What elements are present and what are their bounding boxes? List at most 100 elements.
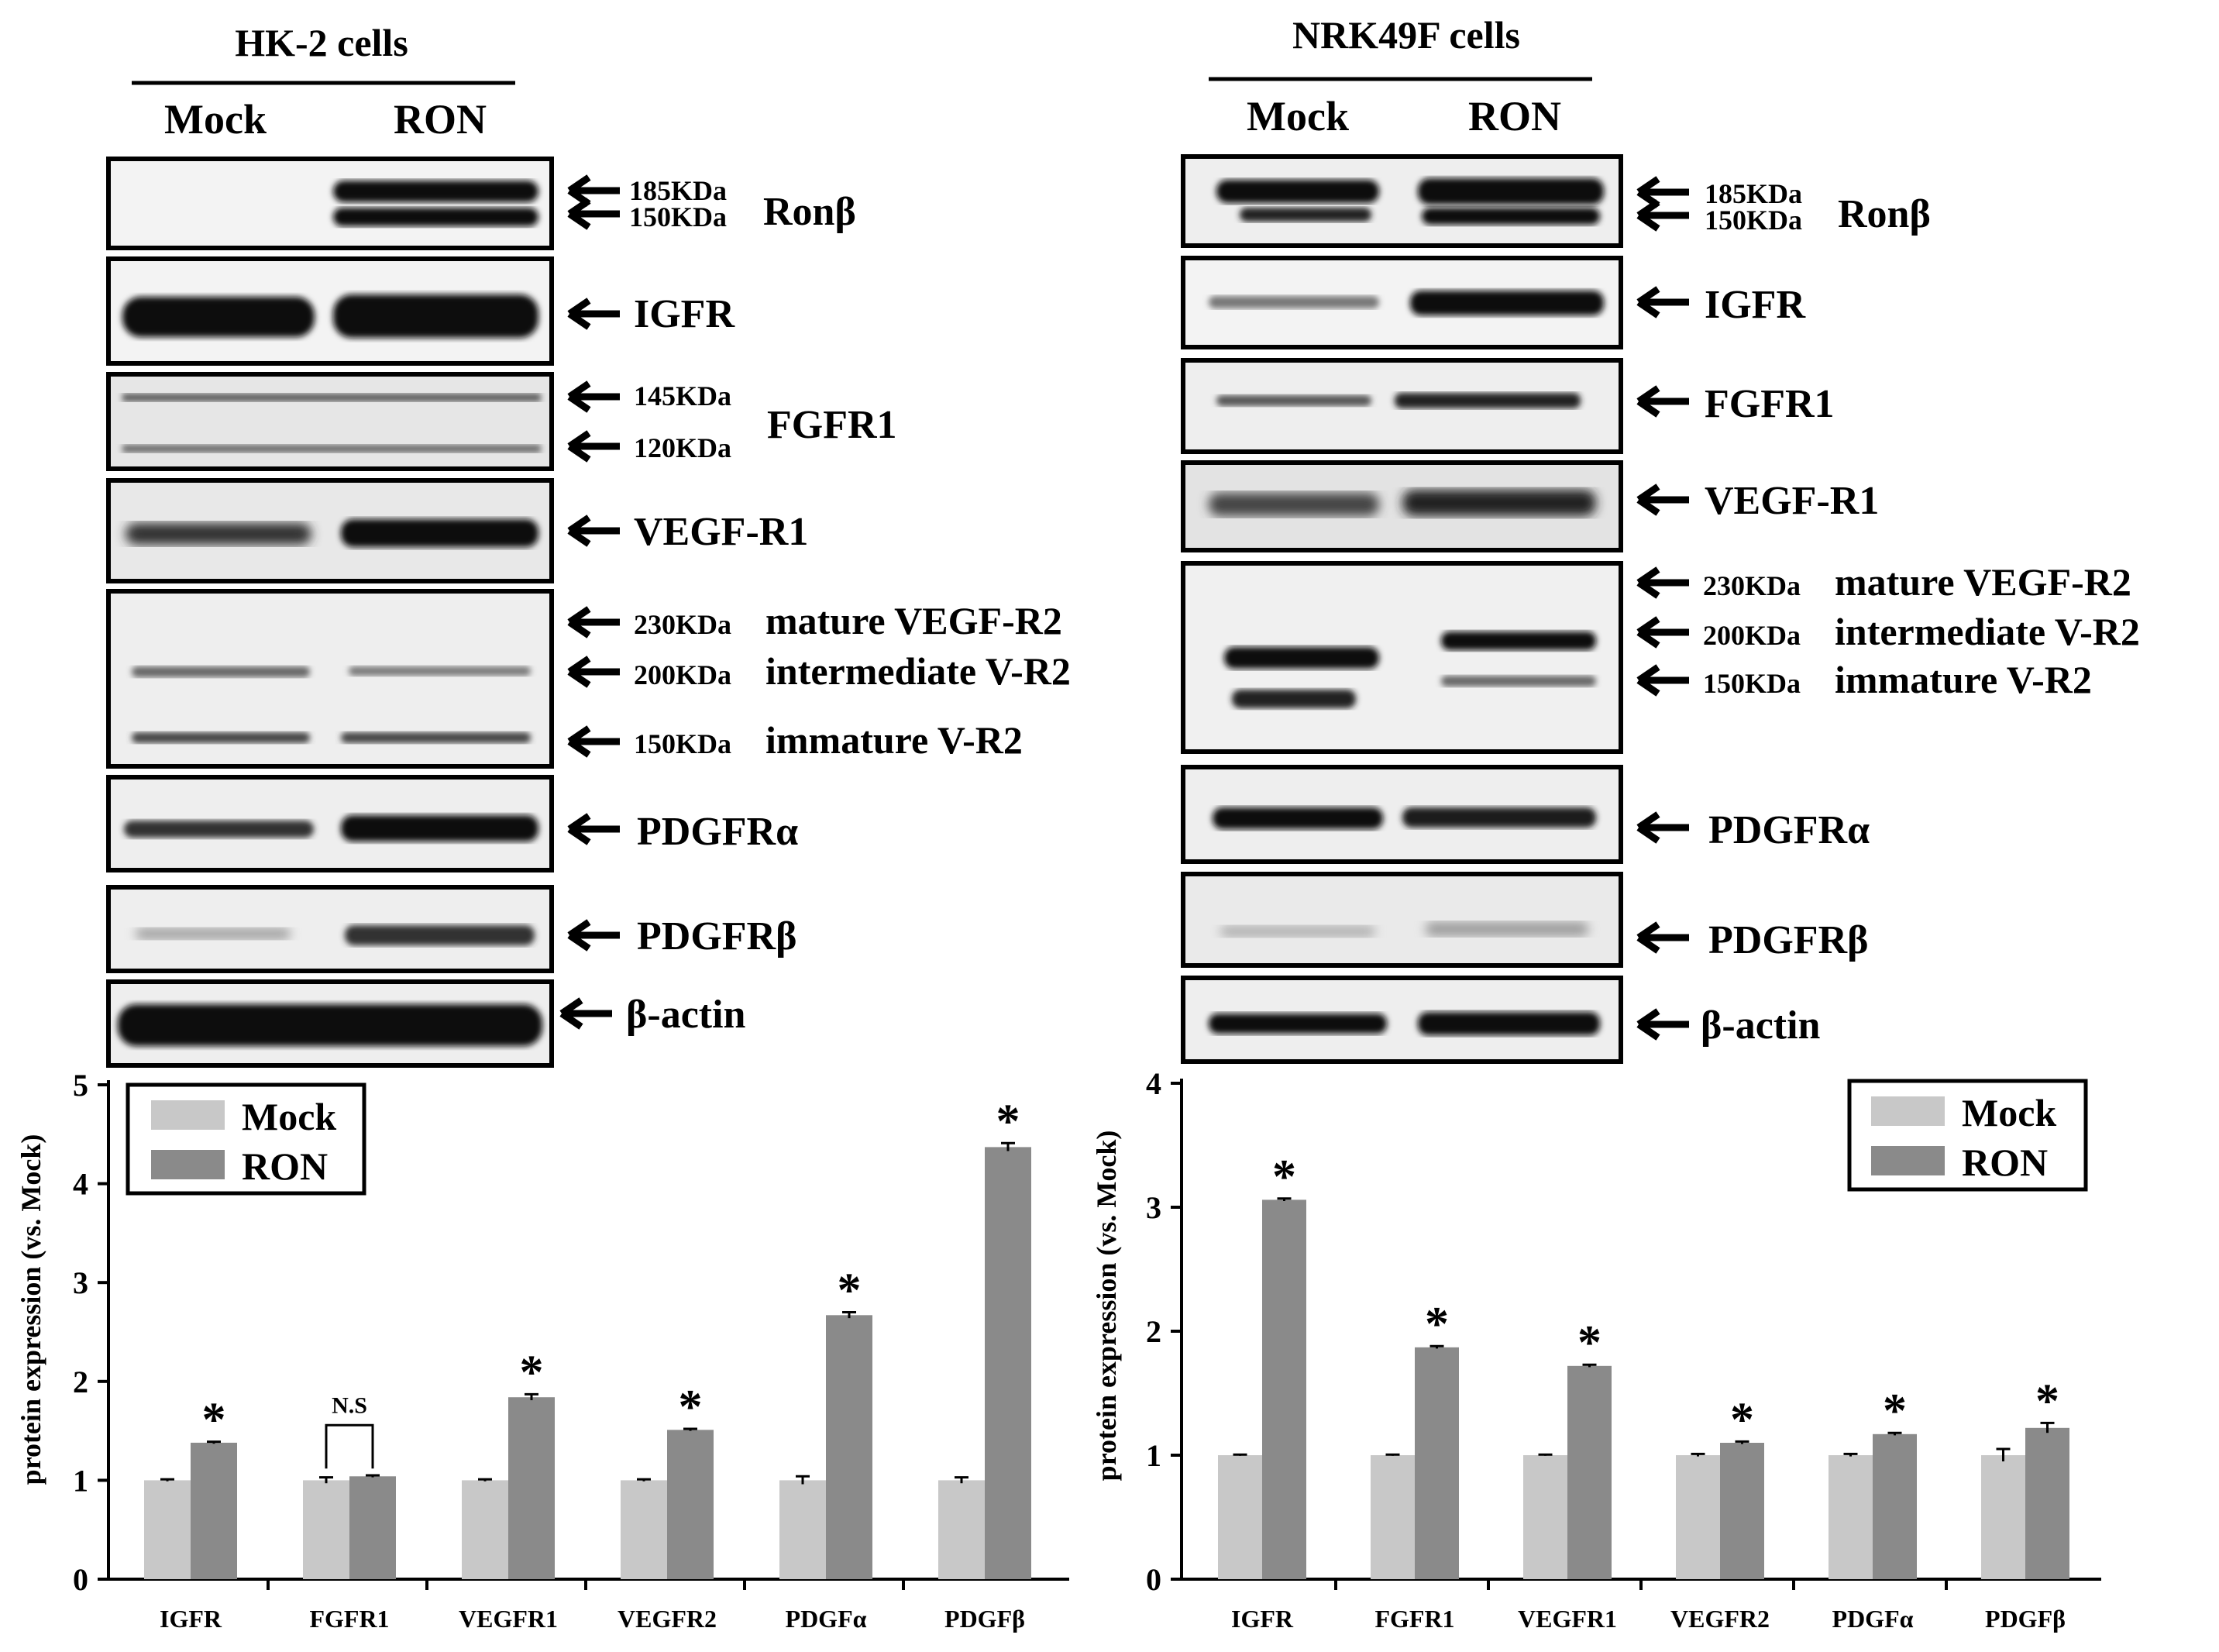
arrow-ronb-a-150 (567, 198, 620, 230)
blot-ronb-a (106, 157, 554, 250)
blot-ronb-b-kda-2: 150KDa (1705, 205, 1802, 236)
blot-actin-a-protein: β-actin (626, 993, 746, 1037)
blot-pdgfrb-b (1181, 872, 1623, 968)
blot-actin-a (106, 979, 554, 1068)
arrow-ronb-b-185 (1636, 176, 1689, 208)
blot-vegfr2-a-kda-1: 230KDa (634, 609, 731, 640)
chart-b-ytick-label-0: 0 (1146, 1562, 1161, 1597)
blot-actin-b-protein: β-actin (1701, 1003, 1821, 1048)
chart-b-xlabel-1: FGFR1 (1374, 1605, 1454, 1633)
arrow-vegfr2-a-150 (567, 725, 620, 758)
blot-igfr-b (1181, 256, 1623, 349)
arrow-vegfr2-a-200 (567, 656, 620, 688)
chart-b-sig-0: * (1272, 1151, 1296, 1203)
chart-a-bar-mock-5 (938, 1480, 985, 1579)
panel-b-title: NRK49F cells (1292, 13, 1520, 57)
blot-fgfr1-b (1181, 358, 1623, 454)
blot-fgfr1-a-protein: FGFR1 (767, 403, 897, 447)
blot-fgfr1-a (106, 372, 554, 471)
arrow-pdgfrb-b (1636, 921, 1689, 954)
blot-ronb-b-kda-1: 185KDa (1705, 178, 1802, 209)
chart-b-bar-mock-2 (1523, 1455, 1567, 1579)
chart-a-legend-mock: Mock (242, 1095, 336, 1138)
chart-a-legend-swatch-mock (151, 1100, 225, 1130)
chart-b-legend-swatch-ron (1871, 1146, 1945, 1175)
arrow-fgfr1-a-120 (567, 430, 620, 463)
blot-vegfr2-b-kda-3: 150KDa (1703, 668, 1801, 699)
arrow-vegfr2-b-150 (1636, 664, 1689, 697)
blot-vegfr2-b-name-3: immature V-R2 (1835, 658, 2092, 701)
blot-igfr-b-protein: IGFR (1705, 283, 1806, 327)
blot-pdgfrb-a-protein: PDGFRβ (637, 914, 796, 959)
blot-vegfr2-a-kda-3: 150KDa (634, 728, 731, 759)
chart-a-xlabel-5: PDGFβ (944, 1605, 1025, 1633)
arrow-fgfr1-a-145 (567, 380, 620, 413)
chart-b-ytick-label-1: 1 (1146, 1438, 1161, 1473)
arrow-actin-b (1636, 1008, 1689, 1041)
chart-a-bar-mock-2 (462, 1480, 508, 1579)
chart-a-bar-ron-5 (985, 1147, 1031, 1579)
panel-a-lane-mock: Mock (164, 96, 267, 143)
chart-a-bar-ron-3 (667, 1430, 714, 1579)
arrow-ronb-a-185 (567, 174, 620, 207)
chart-b-sig-2: * (1577, 1316, 1601, 1369)
chart-b-bar-mock-4 (1829, 1455, 1873, 1579)
chart-a-legend-ron: RON (242, 1144, 328, 1188)
blot-vegfr2-a-name-3: immature V-R2 (765, 718, 1023, 762)
chart-b-legend-swatch-mock (1871, 1096, 1945, 1126)
chart-b-ytick-label-4: 4 (1146, 1066, 1161, 1101)
chart-b-bar-ron-4 (1873, 1433, 1917, 1579)
chart-b-bar-ron-2 (1567, 1365, 1612, 1579)
blot-fgfr1-a-kda-2: 120KDa (634, 432, 731, 463)
blot-pdgfra-a-protein: PDGFRα (637, 810, 798, 854)
chart-a-bar-ron-1 (349, 1476, 396, 1579)
chart-a-bar-ron-2 (508, 1397, 555, 1579)
chart-b-xlabel-5: PDGFβ (1985, 1605, 2066, 1633)
blot-pdgfrb-a (106, 885, 554, 973)
arrow-vegfr2-b-200 (1636, 616, 1689, 649)
blot-vegfr2-b-name-1: mature VEGF-R2 (1835, 560, 2131, 604)
chart-b-bar-mock-3 (1676, 1455, 1720, 1579)
chart-a-ytick-label-2: 2 (73, 1365, 88, 1399)
chart-b-bar-mock-5 (1981, 1455, 2025, 1579)
blot-fgfr1-b-protein: FGFR1 (1705, 382, 1835, 426)
arrow-vegfr1-b (1636, 484, 1689, 516)
chart-a-sig-0: * (202, 1394, 226, 1447)
chart-b-bar-ron-0 (1262, 1199, 1306, 1579)
chart-b: 0 1 2 3 4 IGFR * FGFR1 * VEGFR1 * VEGFR2 * PDGFα * PDGF… (1146, 1066, 2101, 1633)
chart-b-ylabel: protein expression (vs. Mock) (1091, 1131, 1122, 1482)
chart-a-bar-ron-4 (826, 1315, 872, 1579)
chart-a-xlabel-0: IGFR (160, 1605, 222, 1633)
blot-ronb-a-protein: Ronβ (763, 190, 856, 234)
chart-a-bar-mock-3 (621, 1480, 667, 1579)
chart-a-bracket-1 (325, 1423, 374, 1469)
chart-a-xlabel-3: VEGFR2 (618, 1605, 717, 1633)
chart-a-bar-mock-4 (779, 1480, 826, 1579)
chart-b-sig-3: * (1730, 1393, 1754, 1446)
chart-b-bar-mock-1 (1371, 1455, 1415, 1579)
chart-b-bar-ron-1 (1415, 1347, 1459, 1579)
chart-a-ns-1: N.S (332, 1392, 367, 1418)
blot-ronb-a-kda-2: 150KDa (629, 201, 727, 232)
chart-b-bar-ron-5 (2025, 1427, 2069, 1579)
chart-a-bar-mock-0 (144, 1480, 191, 1579)
arrow-igfr-a (567, 298, 620, 330)
chart-a-ytick-label-5: 5 (73, 1068, 88, 1103)
blot-igfr-a-protein: IGFR (634, 292, 735, 336)
chart-b-sig-1: * (1425, 1298, 1449, 1351)
chart-b-bar-ron-3 (1720, 1443, 1764, 1579)
blot-vegfr1-a-protein: VEGF-R1 (634, 510, 808, 554)
chart-a-xlabel-1: FGFR1 (309, 1605, 389, 1633)
chart-a-legend: Mock RON (126, 1082, 366, 1196)
blot-vegfr2-a-kda-2: 200KDa (634, 659, 731, 690)
blot-ronb-b (1181, 154, 1623, 248)
chart-a-ytick-label-4: 4 (73, 1167, 88, 1202)
panel-a-lane-ron: RON (394, 96, 487, 143)
chart-b-ytick-label-2: 2 (1146, 1314, 1161, 1349)
chart-a-sig-4: * (838, 1264, 862, 1316)
chart-a-sig-2: * (520, 1346, 544, 1399)
chart-b-ytick-label-3: 3 (1146, 1190, 1161, 1225)
chart-a-legend-swatch-ron (151, 1150, 225, 1179)
chart-b-sig-4: * (1883, 1385, 1907, 1437)
blot-pdgfra-b (1181, 765, 1623, 864)
